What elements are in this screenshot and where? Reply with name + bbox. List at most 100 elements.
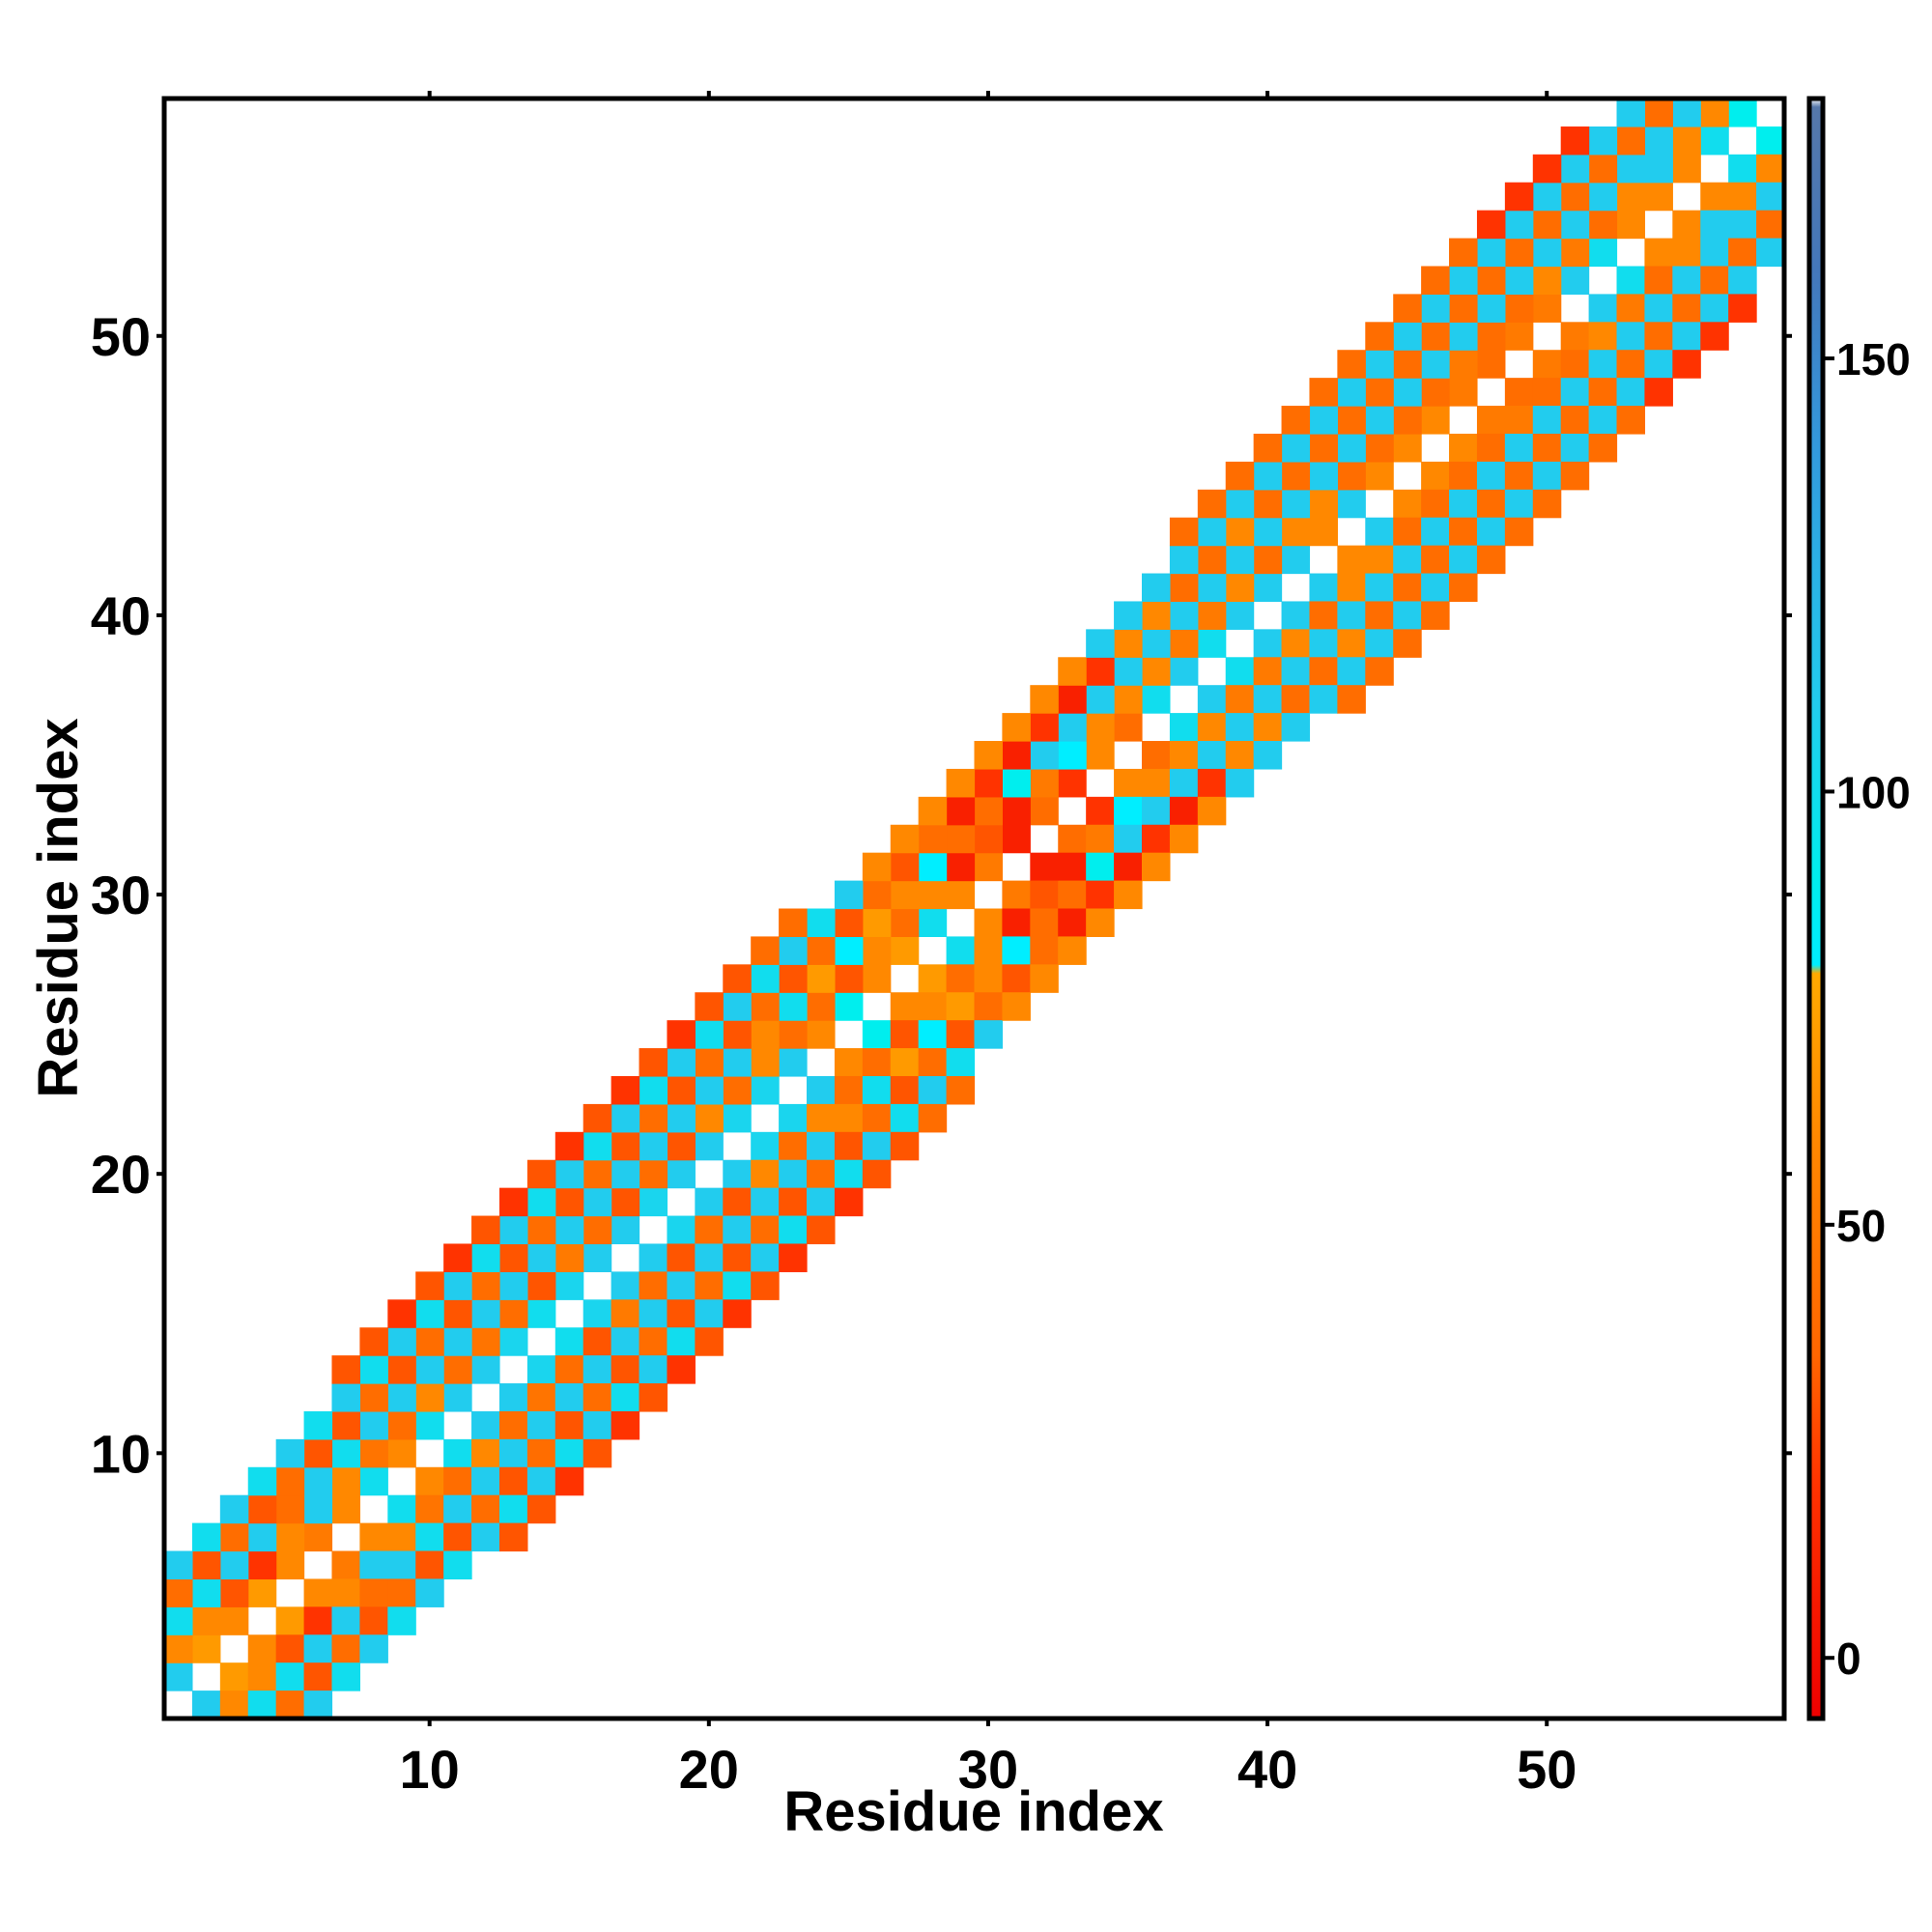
heatmap-cell bbox=[471, 1355, 500, 1384]
heatmap-cell bbox=[191, 1634, 221, 1663]
heatmap-cell bbox=[1030, 741, 1059, 770]
heatmap-cell bbox=[164, 1550, 193, 1580]
heatmap-cell bbox=[164, 1606, 193, 1635]
heatmap-cell bbox=[415, 1410, 444, 1440]
heatmap-cell bbox=[1449, 266, 1478, 295]
heatmap-cell bbox=[1560, 238, 1590, 268]
heatmap-cell bbox=[1309, 489, 1338, 519]
heatmap-cell bbox=[526, 1383, 556, 1412]
heatmap-cell bbox=[695, 1075, 724, 1105]
heatmap-cell bbox=[387, 1550, 416, 1580]
heatmap-cell bbox=[526, 1410, 556, 1440]
heatmap-cell bbox=[498, 1327, 528, 1356]
heatmap-cell bbox=[1644, 322, 1673, 351]
heatmap-cell bbox=[834, 1159, 864, 1189]
heatmap-cell bbox=[1616, 322, 1646, 351]
heatmap-cell bbox=[1253, 545, 1283, 575]
heatmap-cell bbox=[807, 1215, 836, 1245]
heatmap-cell bbox=[1393, 350, 1422, 379]
heatmap-cell bbox=[303, 1494, 333, 1524]
heatmap-cell bbox=[862, 1020, 892, 1049]
heatmap-cell bbox=[918, 880, 948, 910]
heatmap-cell bbox=[890, 824, 920, 854]
heatmap-cell bbox=[779, 1131, 808, 1161]
heatmap-cell bbox=[1476, 517, 1506, 547]
heatmap-cell bbox=[415, 1327, 444, 1356]
heatmap-cell bbox=[554, 1243, 584, 1272]
heatmap-cell bbox=[359, 1634, 388, 1663]
heatmap-cell bbox=[191, 1522, 221, 1552]
heatmap-cell bbox=[471, 1299, 500, 1328]
heatmap-cell bbox=[1225, 741, 1255, 770]
heatmap-cell bbox=[890, 1075, 920, 1105]
heatmap-cell bbox=[946, 852, 976, 882]
heatmap-cell bbox=[611, 1383, 640, 1412]
heatmap-cell bbox=[1616, 294, 1646, 323]
heatmap-cell bbox=[611, 1187, 640, 1217]
heatmap-cell bbox=[554, 1131, 584, 1161]
heatmap-cell bbox=[695, 1131, 724, 1161]
heatmap-cell bbox=[639, 1243, 668, 1272]
heatmap-cell bbox=[695, 1103, 724, 1133]
heatmap-cell bbox=[1058, 936, 1087, 965]
heatmap-cell bbox=[415, 1299, 444, 1328]
colorbar-tick-label: 100 bbox=[1836, 767, 1911, 817]
heatmap-cell bbox=[1169, 768, 1199, 798]
heatmap-cell bbox=[1756, 126, 1785, 156]
heatmap-cell bbox=[1058, 852, 1087, 882]
heatmap-cell bbox=[1141, 685, 1171, 714]
heatmap-cell bbox=[723, 1048, 752, 1077]
heatmap-cell bbox=[247, 1578, 277, 1607]
heatmap-cell bbox=[834, 992, 864, 1021]
heatmap-cell bbox=[443, 1271, 472, 1300]
heatmap-cell bbox=[471, 1271, 500, 1300]
heatmap-cell bbox=[639, 1159, 668, 1189]
heatmap-cell bbox=[275, 1690, 305, 1719]
heatmap-cell bbox=[359, 1383, 388, 1412]
heatmap-cell bbox=[890, 1020, 920, 1049]
heatmap-cell bbox=[1086, 880, 1115, 910]
heatmap-cell bbox=[1169, 573, 1199, 603]
heatmap-cell bbox=[526, 1243, 556, 1272]
heatmap-cell bbox=[918, 908, 948, 938]
heatmap-cell bbox=[1421, 517, 1450, 547]
heatmap-cell bbox=[1644, 126, 1673, 156]
heatmap-cell bbox=[164, 1634, 193, 1663]
heatmap-cell bbox=[1281, 433, 1311, 463]
heatmap-cell bbox=[1169, 545, 1199, 575]
heatmap-cell bbox=[1393, 573, 1422, 603]
heatmap-cell bbox=[387, 1299, 416, 1328]
heatmap-cell bbox=[415, 1550, 444, 1580]
heatmap-cell bbox=[1644, 238, 1673, 268]
heatmap-cell bbox=[1030, 880, 1059, 910]
heatmap-cell bbox=[164, 1578, 193, 1607]
heatmap-cell bbox=[1337, 601, 1366, 630]
heatmap-cell bbox=[1700, 182, 1729, 212]
heatmap-cell bbox=[247, 1466, 277, 1496]
heatmap-cell bbox=[359, 1355, 388, 1384]
heatmap-cell bbox=[639, 1299, 668, 1328]
heatmap-cell bbox=[779, 1215, 808, 1245]
heatmap-cell bbox=[498, 1271, 528, 1300]
heatmap-cell bbox=[387, 1578, 416, 1607]
heatmap-cell bbox=[1114, 657, 1143, 686]
heatmap-cell bbox=[1253, 629, 1283, 658]
heatmap-cell bbox=[862, 908, 892, 938]
heatmap-cell bbox=[1616, 210, 1646, 240]
heatmap-cell bbox=[1393, 294, 1422, 323]
heatmap-cell bbox=[1030, 852, 1059, 882]
heatmap-cell bbox=[1588, 210, 1618, 240]
heatmap-cell bbox=[1644, 378, 1673, 407]
heatmap-cell bbox=[191, 1690, 221, 1719]
heatmap-cell bbox=[415, 1494, 444, 1524]
heatmap-cell bbox=[1532, 489, 1562, 519]
heatmap-cell bbox=[1644, 350, 1673, 379]
heatmap-cell bbox=[1616, 126, 1646, 156]
heatmap-cell bbox=[471, 1466, 500, 1496]
heatmap-cell bbox=[1114, 601, 1143, 630]
heatmap-cell bbox=[1393, 601, 1422, 630]
heatmap-cell bbox=[219, 1550, 249, 1580]
heatmap-cell bbox=[303, 1578, 333, 1607]
heatmap-cell bbox=[331, 1550, 360, 1580]
heatmap-cell bbox=[1197, 741, 1227, 770]
